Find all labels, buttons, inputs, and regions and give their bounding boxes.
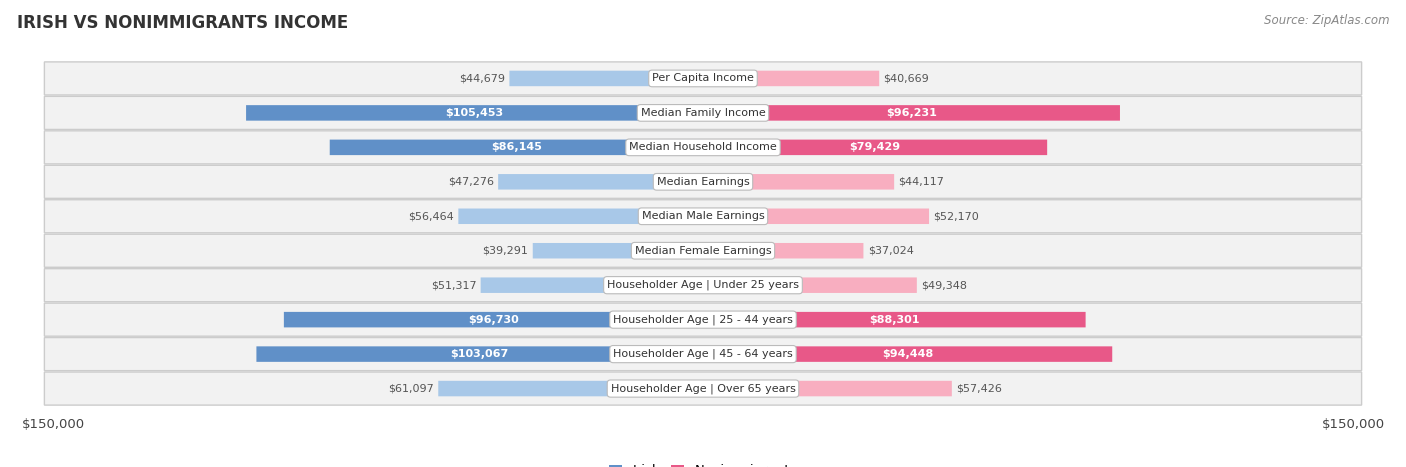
Text: $56,464: $56,464 bbox=[408, 211, 454, 221]
FancyBboxPatch shape bbox=[45, 165, 1361, 198]
Text: $39,291: $39,291 bbox=[482, 246, 529, 256]
FancyBboxPatch shape bbox=[458, 209, 703, 224]
Text: Householder Age | 25 - 44 years: Householder Age | 25 - 44 years bbox=[613, 314, 793, 325]
Text: Median Male Earnings: Median Male Earnings bbox=[641, 211, 765, 221]
FancyBboxPatch shape bbox=[498, 174, 703, 190]
Text: $79,429: $79,429 bbox=[849, 142, 901, 152]
FancyBboxPatch shape bbox=[703, 174, 894, 190]
FancyBboxPatch shape bbox=[256, 347, 703, 362]
FancyBboxPatch shape bbox=[703, 347, 1112, 362]
Text: $57,426: $57,426 bbox=[956, 383, 1002, 394]
FancyBboxPatch shape bbox=[703, 243, 863, 258]
Text: IRISH VS NONIMMIGRANTS INCOME: IRISH VS NONIMMIGRANTS INCOME bbox=[17, 14, 349, 32]
FancyBboxPatch shape bbox=[45, 269, 1361, 302]
Text: $96,730: $96,730 bbox=[468, 315, 519, 325]
Text: $37,024: $37,024 bbox=[868, 246, 914, 256]
Text: $94,448: $94,448 bbox=[882, 349, 934, 359]
FancyBboxPatch shape bbox=[45, 62, 1361, 95]
Text: Median Family Income: Median Family Income bbox=[641, 108, 765, 118]
Text: Source: ZipAtlas.com: Source: ZipAtlas.com bbox=[1264, 14, 1389, 27]
FancyBboxPatch shape bbox=[439, 381, 703, 396]
Text: Householder Age | Over 65 years: Householder Age | Over 65 years bbox=[610, 383, 796, 394]
Text: $105,453: $105,453 bbox=[446, 108, 503, 118]
FancyBboxPatch shape bbox=[45, 303, 1361, 336]
FancyBboxPatch shape bbox=[533, 243, 703, 258]
FancyBboxPatch shape bbox=[703, 381, 952, 396]
Text: $103,067: $103,067 bbox=[450, 349, 509, 359]
FancyBboxPatch shape bbox=[45, 234, 1361, 267]
FancyBboxPatch shape bbox=[45, 338, 1361, 371]
FancyBboxPatch shape bbox=[246, 105, 703, 120]
Text: Per Capita Income: Per Capita Income bbox=[652, 73, 754, 84]
FancyBboxPatch shape bbox=[284, 312, 703, 327]
Text: Median Earnings: Median Earnings bbox=[657, 177, 749, 187]
Text: Median Female Earnings: Median Female Earnings bbox=[634, 246, 772, 256]
Text: $61,097: $61,097 bbox=[388, 383, 434, 394]
FancyBboxPatch shape bbox=[703, 277, 917, 293]
Text: $44,679: $44,679 bbox=[460, 73, 505, 84]
Legend: Irish, Nonimmigrants: Irish, Nonimmigrants bbox=[603, 459, 803, 467]
Text: Median Household Income: Median Household Income bbox=[628, 142, 778, 152]
FancyBboxPatch shape bbox=[45, 200, 1361, 233]
Text: $52,170: $52,170 bbox=[934, 211, 979, 221]
Text: $49,348: $49,348 bbox=[921, 280, 967, 290]
Text: Householder Age | 45 - 64 years: Householder Age | 45 - 64 years bbox=[613, 349, 793, 359]
FancyBboxPatch shape bbox=[481, 277, 703, 293]
FancyBboxPatch shape bbox=[45, 131, 1361, 164]
FancyBboxPatch shape bbox=[45, 96, 1361, 129]
FancyBboxPatch shape bbox=[703, 209, 929, 224]
FancyBboxPatch shape bbox=[703, 105, 1121, 120]
FancyBboxPatch shape bbox=[703, 312, 1085, 327]
FancyBboxPatch shape bbox=[45, 372, 1361, 405]
Text: $44,117: $44,117 bbox=[898, 177, 945, 187]
FancyBboxPatch shape bbox=[330, 140, 703, 155]
Text: $47,276: $47,276 bbox=[449, 177, 494, 187]
FancyBboxPatch shape bbox=[703, 71, 879, 86]
Text: $86,145: $86,145 bbox=[491, 142, 541, 152]
FancyBboxPatch shape bbox=[509, 71, 703, 86]
Text: Householder Age | Under 25 years: Householder Age | Under 25 years bbox=[607, 280, 799, 290]
Text: $51,317: $51,317 bbox=[430, 280, 477, 290]
FancyBboxPatch shape bbox=[703, 140, 1047, 155]
Text: $40,669: $40,669 bbox=[883, 73, 929, 84]
Text: $96,231: $96,231 bbox=[886, 108, 936, 118]
Text: $88,301: $88,301 bbox=[869, 315, 920, 325]
